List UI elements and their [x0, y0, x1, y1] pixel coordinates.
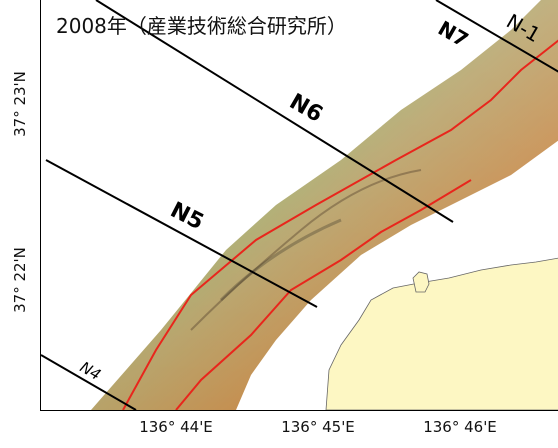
ridge-texture-2	[219, 218, 342, 302]
x-tick-label-136-45: 136° 45'E	[281, 418, 355, 436]
map-title: 2008年（産業技術総合研究所）	[56, 14, 347, 38]
x-tick-label-136-44: 136° 44'E	[139, 418, 213, 436]
survey-line-n6	[95, 0, 454, 223]
survey-line-n4	[41, 354, 137, 410]
land-area	[325, 257, 558, 410]
x-tick-label-136-46: 136° 46'E	[423, 418, 497, 436]
bathymetry-shade	[91, 0, 558, 410]
land-islet	[412, 271, 430, 293]
survey-line-n5	[45, 159, 318, 308]
bathymetry-map	[41, 0, 558, 410]
fault-trace-upper	[122, 39, 558, 410]
map-frame	[40, 0, 558, 411]
survey-line-n7	[435, 0, 558, 73]
ridge-texture	[190, 169, 422, 331]
y-tick-label-37-22: 37° 22'N	[11, 247, 29, 313]
fault-trace-lower	[175, 179, 472, 410]
y-tick-label-37-23: 37° 23'N	[11, 71, 29, 137]
